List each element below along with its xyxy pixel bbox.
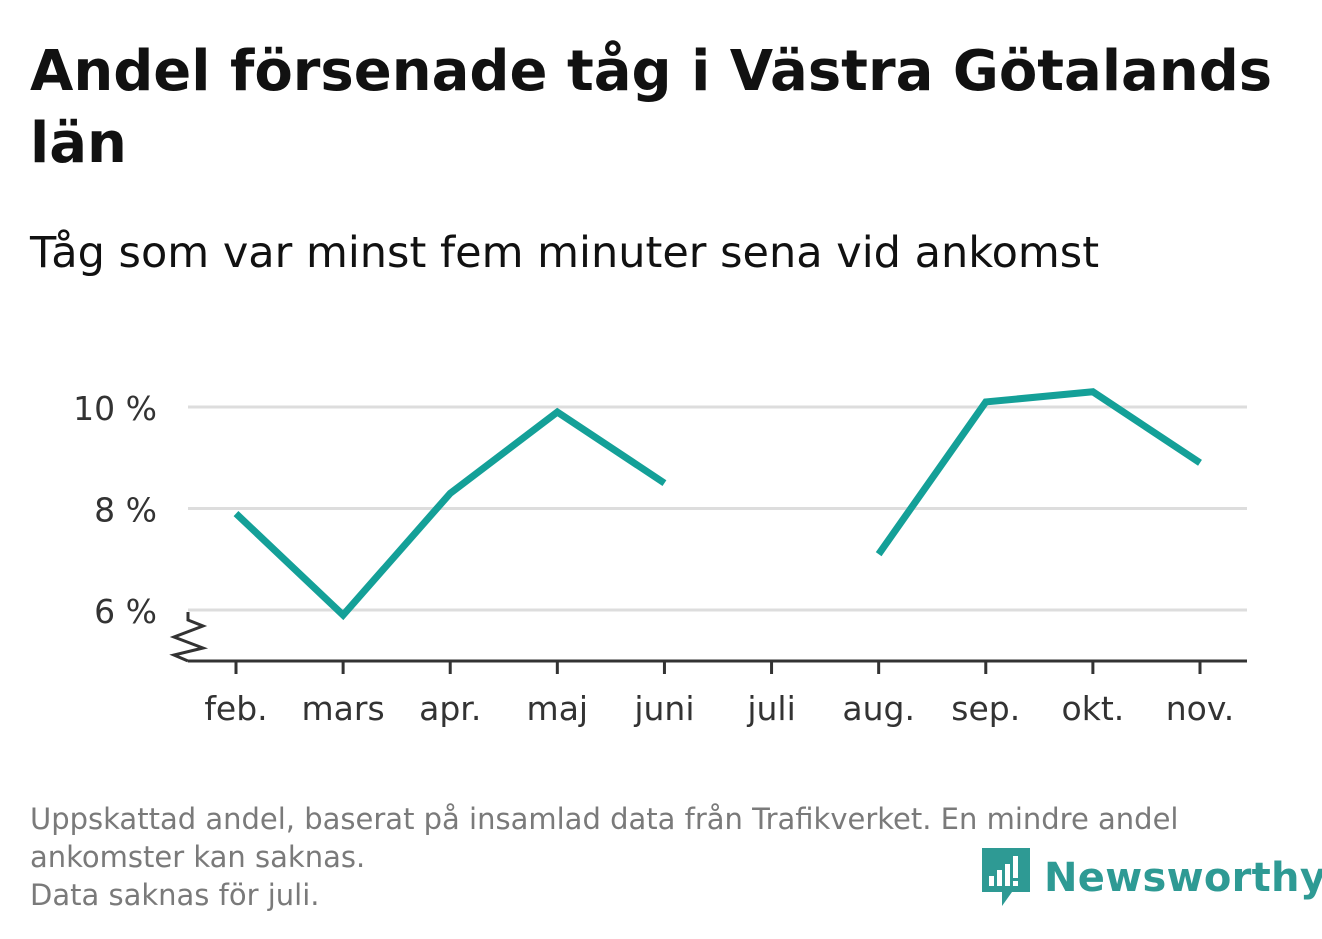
x-tick-label: nov. xyxy=(1166,689,1235,728)
x-tick-label: maj xyxy=(527,689,589,728)
x-tick-label: juli xyxy=(746,689,795,728)
chart-title: Andel försenade tåg i Västra Götalands l… xyxy=(30,39,1273,176)
footnote-line: ankomster kan saknas. xyxy=(30,840,366,874)
footnote-line: Data saknas för juli. xyxy=(30,878,320,912)
brand-logo: Newsworthy xyxy=(982,848,1322,908)
footnote-line: Uppskattad andel, baserat på insamlad da… xyxy=(30,802,1179,836)
chart-subtitle: Tåg som var minst fem minuter sena vid a… xyxy=(30,228,1100,278)
y-tick-label: 6 % xyxy=(94,592,157,631)
x-tick-label: mars xyxy=(302,689,385,728)
y-tick-label: 8 % xyxy=(94,491,157,530)
brand-name: Newsworthy xyxy=(1044,855,1322,901)
series-line-segment xyxy=(875,388,1202,557)
footnote: Uppskattad andel, baserat på insamlad da… xyxy=(30,800,1290,914)
x-tick-label: feb. xyxy=(204,689,267,728)
x-tick-label: okt. xyxy=(1062,689,1125,728)
axis-break-mark xyxy=(169,612,209,663)
x-tick-label: juni xyxy=(633,689,694,728)
x-tick-label: apr. xyxy=(419,689,481,728)
series-line-segment xyxy=(233,407,667,621)
x-tick-label: aug. xyxy=(842,689,915,728)
y-tick-label: 10 % xyxy=(73,389,157,428)
newsworthy-logo-icon xyxy=(982,848,1030,906)
x-tick-label: sep. xyxy=(951,689,1020,728)
